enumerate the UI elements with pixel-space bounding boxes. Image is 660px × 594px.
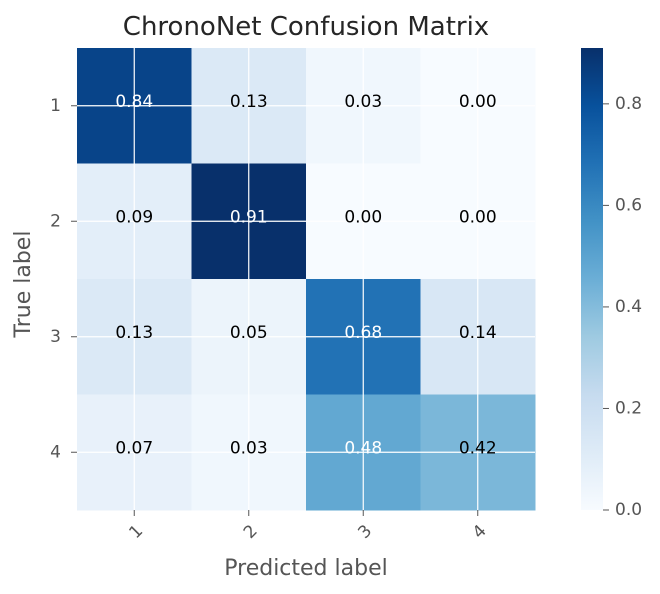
colorbar-tick-label: 0.0 [615, 500, 642, 520]
heatmap-gridlines [77, 48, 535, 510]
chart-title: ChronoNet Confusion Matrix [123, 12, 489, 42]
cell-value-labels: 0.84 0.13 0.03 0.00 0.09 0.91 0.00 0.00 0.13 0.05… [115, 92, 496, 459]
cell-value-label: 0.00 [344, 207, 382, 227]
x-axis-label: Predicted label [224, 556, 387, 581]
y-tick-label: 4 [50, 442, 61, 462]
y-tick-label: 3 [50, 327, 61, 347]
cell-value-label: 0.09 [115, 207, 153, 227]
x-tick-label: 1 [125, 521, 147, 543]
y-tick-label: 1 [50, 96, 61, 116]
cell-value-label: 0.91 [230, 207, 268, 227]
colorbar [581, 48, 603, 510]
y-axis-label: True label [11, 231, 36, 339]
cell-value-label: 0.03 [230, 438, 268, 458]
cell-value-label: 0.14 [459, 323, 497, 343]
colorbar-tick-label: 0.4 [615, 297, 642, 317]
cell-value-label: 0.68 [344, 323, 382, 343]
colorbar-tick-label: 0.6 [615, 195, 642, 215]
x-tick-label: 3 [354, 521, 376, 543]
cell-value-label: 0.84 [115, 92, 153, 112]
y-tick-label: 2 [50, 211, 61, 231]
cell-value-label: 0.05 [230, 323, 268, 343]
cell-value-label: 0.48 [344, 438, 382, 458]
x-tick-label: 4 [469, 521, 491, 543]
colorbar-ticks: 0.0 0.2 0.4 0.6 0.8 [603, 94, 642, 520]
colorbar-tick-label: 0.8 [615, 94, 642, 114]
cell-value-label: 0.13 [115, 323, 153, 343]
y-axis-ticks: 1 2 3 4 [50, 96, 77, 462]
x-axis-ticks: 1 2 3 4 [125, 510, 491, 543]
cell-value-label: 0.00 [459, 207, 497, 227]
cell-value-label: 0.03 [344, 92, 382, 112]
cell-value-label: 0.07 [115, 438, 153, 458]
cell-value-label: 0.42 [459, 438, 497, 458]
cell-value-label: 0.13 [230, 92, 268, 112]
colorbar-tick-label: 0.2 [615, 398, 642, 418]
cell-value-label: 0.00 [459, 92, 497, 112]
x-tick-label: 2 [240, 521, 262, 543]
